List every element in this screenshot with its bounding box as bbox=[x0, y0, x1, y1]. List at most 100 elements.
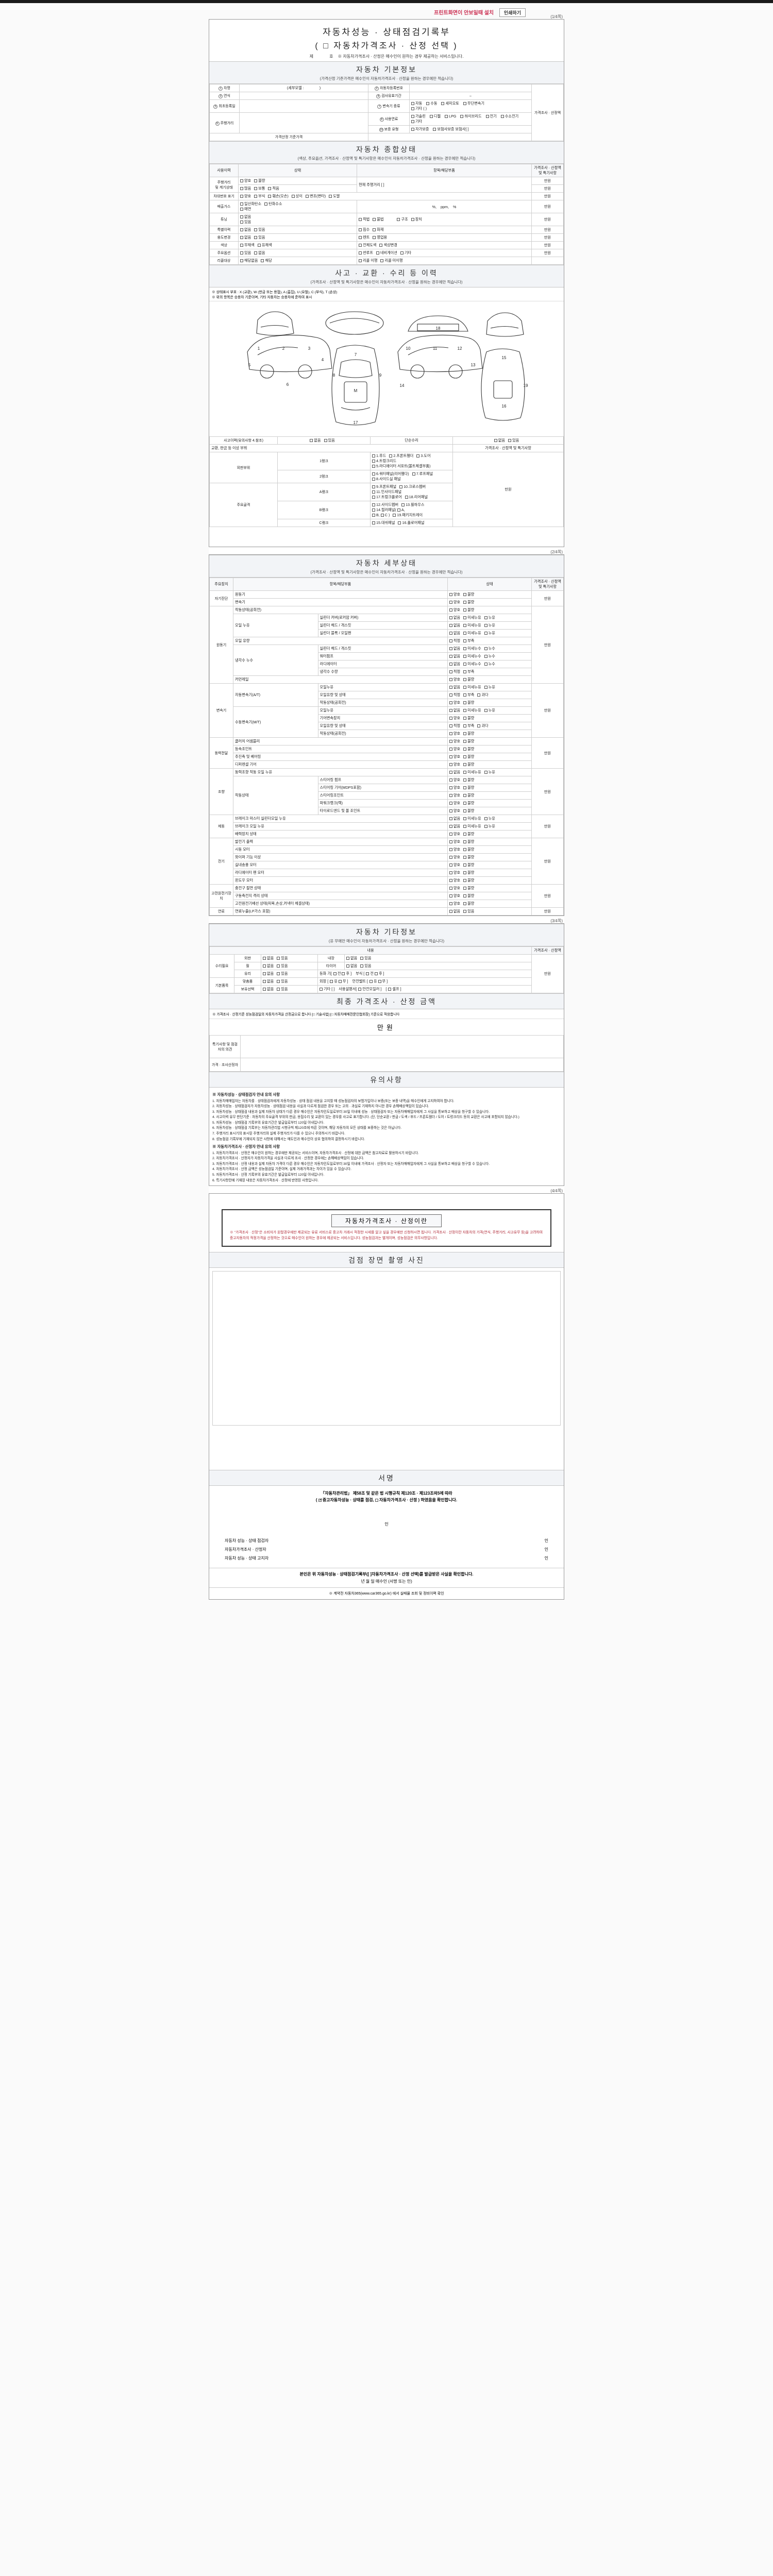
detail-option[interactable]: 불량 bbox=[463, 886, 474, 891]
detail-option[interactable]: 양호 bbox=[449, 855, 460, 860]
row-item-color[interactable]: 전체도색 색상변경 bbox=[357, 241, 532, 249]
detail-option[interactable]: 양호 bbox=[449, 677, 460, 682]
detail-options[interactable]: 양호 불량 bbox=[447, 876, 532, 885]
other-opts-outer[interactable]: 없음 있음 bbox=[261, 954, 318, 962]
detail-option[interactable]: 없음 bbox=[449, 646, 460, 651]
value-carname[interactable]: (세부모델 : ) bbox=[239, 84, 368, 92]
detail-options[interactable]: 양호 불량 bbox=[447, 675, 532, 684]
detail-options[interactable]: 양호 불량 bbox=[447, 884, 532, 892]
detail-options[interactable]: 적정 부족 과다 bbox=[447, 722, 532, 730]
detail-option[interactable]: 양호 bbox=[449, 870, 460, 875]
detail-option[interactable]: 불량 bbox=[463, 716, 474, 721]
row-status-special[interactable]: 없음 있음 bbox=[238, 226, 357, 234]
detail-options[interactable]: 없음 미세누유 누유 bbox=[447, 629, 532, 637]
detail-options[interactable]: 적정 부족 bbox=[447, 668, 532, 676]
detail-option[interactable]: 양호 bbox=[449, 862, 460, 868]
row-status-emission[interactable]: 일산화탄소 탄화수소 매연 bbox=[238, 200, 357, 213]
row-item-recall[interactable]: 리콜 이행 리콜 미이행 bbox=[357, 257, 532, 265]
other-item-doc[interactable]: 기타 [ ] 사용설명서[안전오일러 ] [셀프 ] bbox=[317, 985, 532, 993]
detail-option[interactable]: 부족 bbox=[463, 692, 474, 698]
detail-option[interactable]: 미세누유 bbox=[463, 816, 481, 821]
row-status-options[interactable]: 있음 없음 bbox=[238, 249, 357, 257]
detail-options[interactable]: 없음 미세누유 누유 bbox=[447, 683, 532, 691]
other-opts-hold[interactable]: 없음 있음 bbox=[261, 985, 318, 993]
signature-seal[interactable]: 인 bbox=[544, 1556, 548, 1561]
fuel-opt-gasoline[interactable]: 가솔린 bbox=[411, 114, 426, 119]
detail-option[interactable]: 불량 bbox=[463, 747, 474, 752]
rank-A-items[interactable]: 9.프론트패널 10.크로스멤버11.인사이드패널 17.트렁크플로어 18.리어패… bbox=[370, 483, 453, 501]
detail-option[interactable]: 누유 bbox=[484, 770, 495, 775]
detail-option[interactable]: 양호 bbox=[449, 878, 460, 883]
detail-option[interactable]: 불량 bbox=[463, 878, 474, 883]
other-item-lamp[interactable]: 등화 기[전 후 ] 부식 [전 후 ] bbox=[317, 970, 532, 978]
detail-options[interactable]: 양호 불량 bbox=[447, 606, 532, 614]
row-item-special[interactable]: 침수 화재 bbox=[357, 226, 532, 234]
detail-option[interactable]: 불량 bbox=[463, 600, 474, 605]
detail-options[interactable]: 없음 있음 bbox=[447, 907, 532, 916]
detail-option[interactable]: 과다 bbox=[477, 723, 489, 728]
other-opts-wheel[interactable]: 없음 있음 bbox=[261, 962, 318, 970]
row-status-tuning[interactable]: 없음 있음 bbox=[238, 213, 357, 226]
detail-options[interactable]: 없음 미세누수 누수 bbox=[447, 652, 532, 660]
rank-1-items[interactable]: 1.후드 2.프론트휀더 3.도어4.트렁크리드 5.라디에이터 서포트(볼트체결부… bbox=[370, 452, 453, 470]
trans-opt-semi[interactable]: 세미오토 bbox=[441, 101, 459, 106]
detail-option[interactable]: 불량 bbox=[463, 777, 474, 783]
finalprice-row1-value[interactable] bbox=[240, 1035, 564, 1058]
rank-B-items[interactable]: 12.사이드멤버 13.휠하우스14.필러패널( A, B, C ) 19.패키지트… bbox=[370, 501, 453, 519]
detail-option[interactable]: 부족 bbox=[463, 638, 474, 643]
detail-options[interactable]: 양호 불량 bbox=[447, 737, 532, 745]
detail-option[interactable]: 양호 bbox=[449, 886, 460, 891]
row-status-gauge[interactable]: 양호 불량 bbox=[238, 177, 357, 185]
detail-options[interactable]: 양호 불량 bbox=[447, 699, 532, 707]
detail-option[interactable]: 미세누유 bbox=[463, 685, 481, 690]
fuel-opt-diesel[interactable]: 디젤 bbox=[429, 114, 441, 119]
value-simple-repair[interactable]: 없음 있음 bbox=[452, 436, 564, 445]
value-accident-history[interactable]: 없음 있음 bbox=[277, 436, 371, 445]
value-trans[interactable]: 자동 수동 세미오토 무단변속기 기타 ( ) bbox=[409, 99, 532, 113]
detail-option[interactable]: 불량 bbox=[463, 677, 474, 682]
detail-option[interactable]: 불량 bbox=[463, 870, 474, 875]
detail-option[interactable]: 없음 bbox=[449, 824, 460, 829]
row-item-mileage[interactable]: 현재 주행거리 [ ] bbox=[357, 177, 532, 193]
detail-option[interactable]: 양호 bbox=[449, 832, 460, 837]
detail-option[interactable]: 불량 bbox=[463, 762, 474, 767]
detail-options[interactable]: 없음 미세누유 누유 bbox=[447, 614, 532, 622]
detail-options[interactable]: 양호 불량 bbox=[447, 853, 532, 861]
detail-option[interactable]: 없음 bbox=[449, 654, 460, 659]
detail-option[interactable]: 누수 bbox=[484, 662, 495, 667]
row-item-options[interactable]: 썬루프 네비게이션 기타 bbox=[357, 249, 532, 257]
detail-option[interactable]: 불량 bbox=[463, 793, 474, 798]
detail-option[interactable]: 부족 bbox=[463, 669, 474, 674]
detail-option[interactable]: 부족 bbox=[463, 723, 474, 728]
detail-option[interactable]: 양호 bbox=[449, 785, 460, 790]
detail-option[interactable]: 양호 bbox=[449, 893, 460, 899]
detail-option[interactable]: 미세누유 bbox=[463, 824, 481, 829]
detail-option[interactable]: 없음 bbox=[449, 708, 460, 713]
signature-seal[interactable]: 인 bbox=[544, 1547, 548, 1552]
other-opts-glass[interactable]: 없음 있음 bbox=[261, 970, 318, 978]
detail-option[interactable]: 적정 bbox=[449, 692, 460, 698]
value-warranty[interactable]: 자가보증 보험사보증 보험사[ ] bbox=[409, 125, 532, 133]
detail-option[interactable]: 미세누유 bbox=[463, 631, 481, 636]
value-year[interactable] bbox=[239, 92, 368, 100]
detail-options[interactable]: 적정 부족 bbox=[447, 637, 532, 645]
detail-option[interactable]: 양호 bbox=[449, 731, 460, 736]
detail-options[interactable]: 양호 불량 bbox=[447, 869, 532, 877]
detail-option[interactable]: 불량 bbox=[463, 700, 474, 705]
detail-option[interactable]: 미세누유 bbox=[463, 770, 481, 775]
detail-option[interactable]: 없음 bbox=[449, 909, 460, 914]
signature-seal[interactable]: 인 bbox=[544, 1538, 548, 1544]
detail-option[interactable]: 양호 bbox=[449, 754, 460, 759]
detail-options[interactable]: 적정 부족 과다 bbox=[447, 691, 532, 699]
detail-option[interactable]: 누유 bbox=[484, 615, 495, 620]
value-baseprice[interactable] bbox=[368, 133, 532, 141]
detail-options[interactable]: 양호 불량 bbox=[447, 590, 532, 599]
fuel-opt-lpg[interactable]: LPG bbox=[445, 114, 456, 118]
detail-options[interactable]: 양호 불량 bbox=[447, 799, 532, 807]
detail-options[interactable]: 양호 불량 bbox=[447, 784, 532, 792]
fuel-opt-hybrid[interactable]: 하이브리드 bbox=[460, 114, 482, 119]
detail-options[interactable]: 양호 불량 bbox=[447, 838, 532, 846]
value-inspect[interactable]: ~ bbox=[409, 92, 532, 100]
detail-option[interactable]: 없음 bbox=[449, 615, 460, 620]
detail-option[interactable]: 양호 bbox=[449, 847, 460, 852]
